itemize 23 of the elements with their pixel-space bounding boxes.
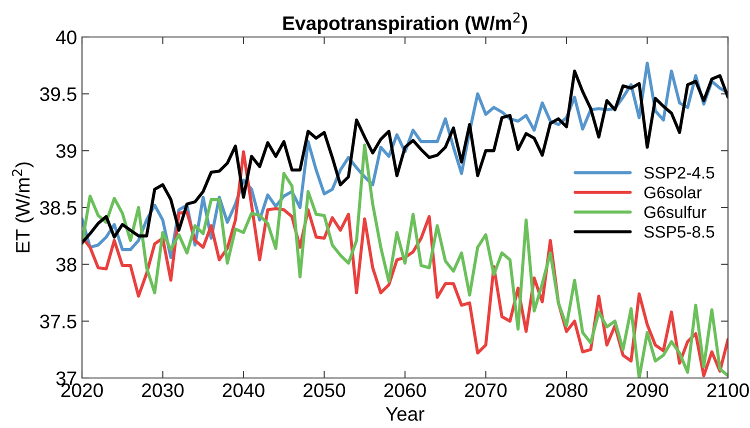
- y-tick-label: 40: [56, 30, 76, 44]
- x-tick-label: 2070: [465, 383, 507, 398]
- y-tick-label: 37: [56, 371, 76, 386]
- x-tick-label: 2030: [142, 383, 184, 398]
- y-axis-title: ET (W/m$^{2}$): [12, 162, 34, 252]
- x-axis-title: Year: [386, 407, 424, 421]
- x-tick-label: 2040: [222, 383, 264, 398]
- y-tick-label: 39.5: [40, 87, 76, 102]
- y-tick-label: 37.5: [40, 314, 76, 328]
- x-tick-label: 2020: [61, 383, 103, 398]
- x-tick-label: 2080: [546, 383, 588, 398]
- legend-label: SSP5-8.5: [644, 226, 714, 238]
- y-tick-label: 39: [56, 144, 76, 158]
- chart-title: Evapotranspiration (W/m$^{2}$): [283, 12, 528, 34]
- y-tick-label: 38.5: [40, 200, 76, 215]
- legend-label: SSP2-4.5: [644, 166, 714, 179]
- y-tick-label: 38: [56, 258, 76, 272]
- x-tick-label: 2050: [304, 383, 346, 398]
- legend-label: G6solar: [644, 186, 702, 198]
- x-tick-label: 2090: [626, 383, 668, 398]
- legend-label: G6sulfur: [644, 206, 706, 218]
- x-tick-label: 2060: [384, 383, 426, 398]
- x-tick-label: 2100: [707, 383, 749, 398]
